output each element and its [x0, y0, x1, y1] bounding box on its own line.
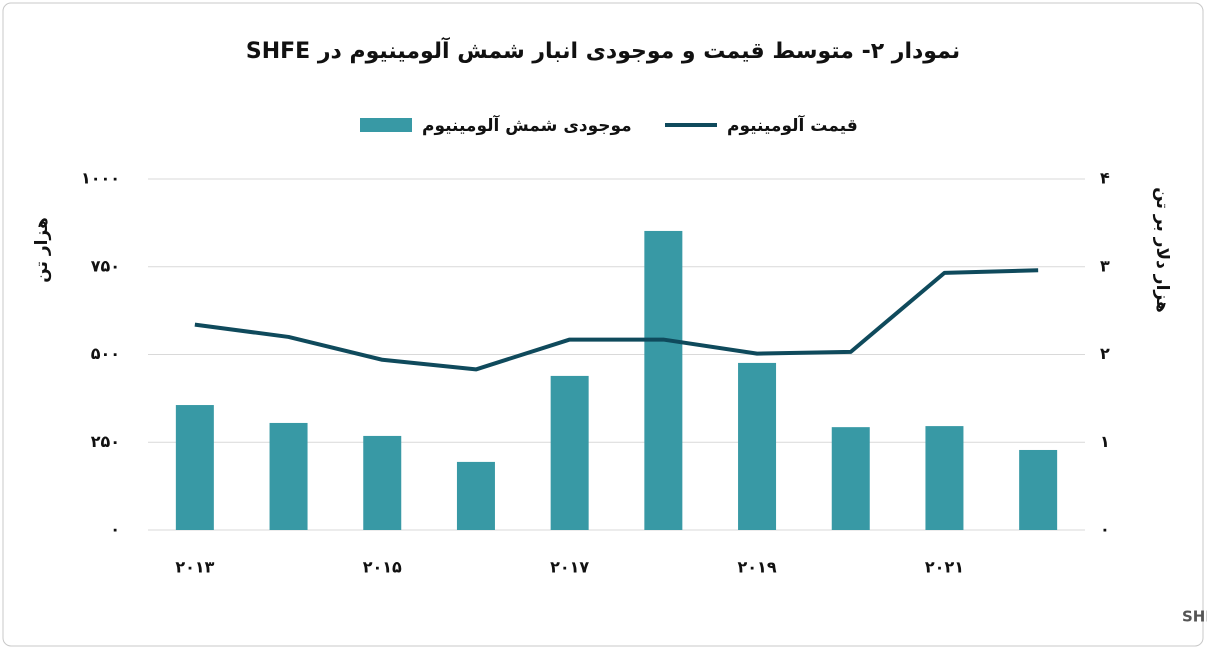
- chart-title: نمودار ۲- متوسط قیمت و موجودی انبار شمش …: [246, 36, 960, 64]
- bar: [550, 375, 589, 530]
- bar: [175, 405, 214, 530]
- legend-label: موجودی شمش آلومینیوم: [422, 114, 632, 136]
- x-tick-label: ۲۰۱۳: [175, 558, 214, 577]
- line: [194, 268, 1039, 372]
- y-axis-title: هزار تن: [32, 217, 52, 283]
- y2-tick-label: ۰: [1100, 520, 1110, 539]
- bar: [269, 422, 308, 530]
- bar: [456, 461, 495, 530]
- x-tick-label: ۲۰۱۷: [550, 558, 589, 577]
- bar: [644, 230, 683, 530]
- bar: [738, 362, 777, 530]
- y2-tick-label: ۳: [1100, 256, 1110, 275]
- y-tick-label: ۷۵۰: [91, 256, 120, 275]
- bar: [925, 426, 964, 530]
- legend-label: قیمت آلومینیوم: [727, 114, 858, 136]
- y-tick-label: ۰: [110, 520, 120, 539]
- y2-tick-label: ۲: [1100, 344, 1110, 363]
- y-tick-label: ۱۰۰۰: [81, 169, 120, 188]
- x-tick-label: ۲۰۲۱: [925, 558, 964, 577]
- y2-tick-label: ۴: [1100, 169, 1110, 188]
- bar: [363, 435, 402, 530]
- bar: [1019, 449, 1058, 530]
- x-tick-label: ۲۰۱۹: [738, 558, 777, 577]
- y-tick-label: ۲۵۰: [91, 432, 120, 451]
- y2-axis-title: هزار دلار بر تن: [1152, 187, 1172, 313]
- legend-swatch: [360, 118, 412, 132]
- bar: [831, 427, 870, 530]
- y-tick-label: ۵۰۰: [91, 344, 120, 363]
- source-note: منبع: SHFE: [1182, 608, 1207, 626]
- y2-tick-label: ۱: [1100, 432, 1110, 451]
- x-tick-label: ۲۰۱۵: [363, 558, 402, 577]
